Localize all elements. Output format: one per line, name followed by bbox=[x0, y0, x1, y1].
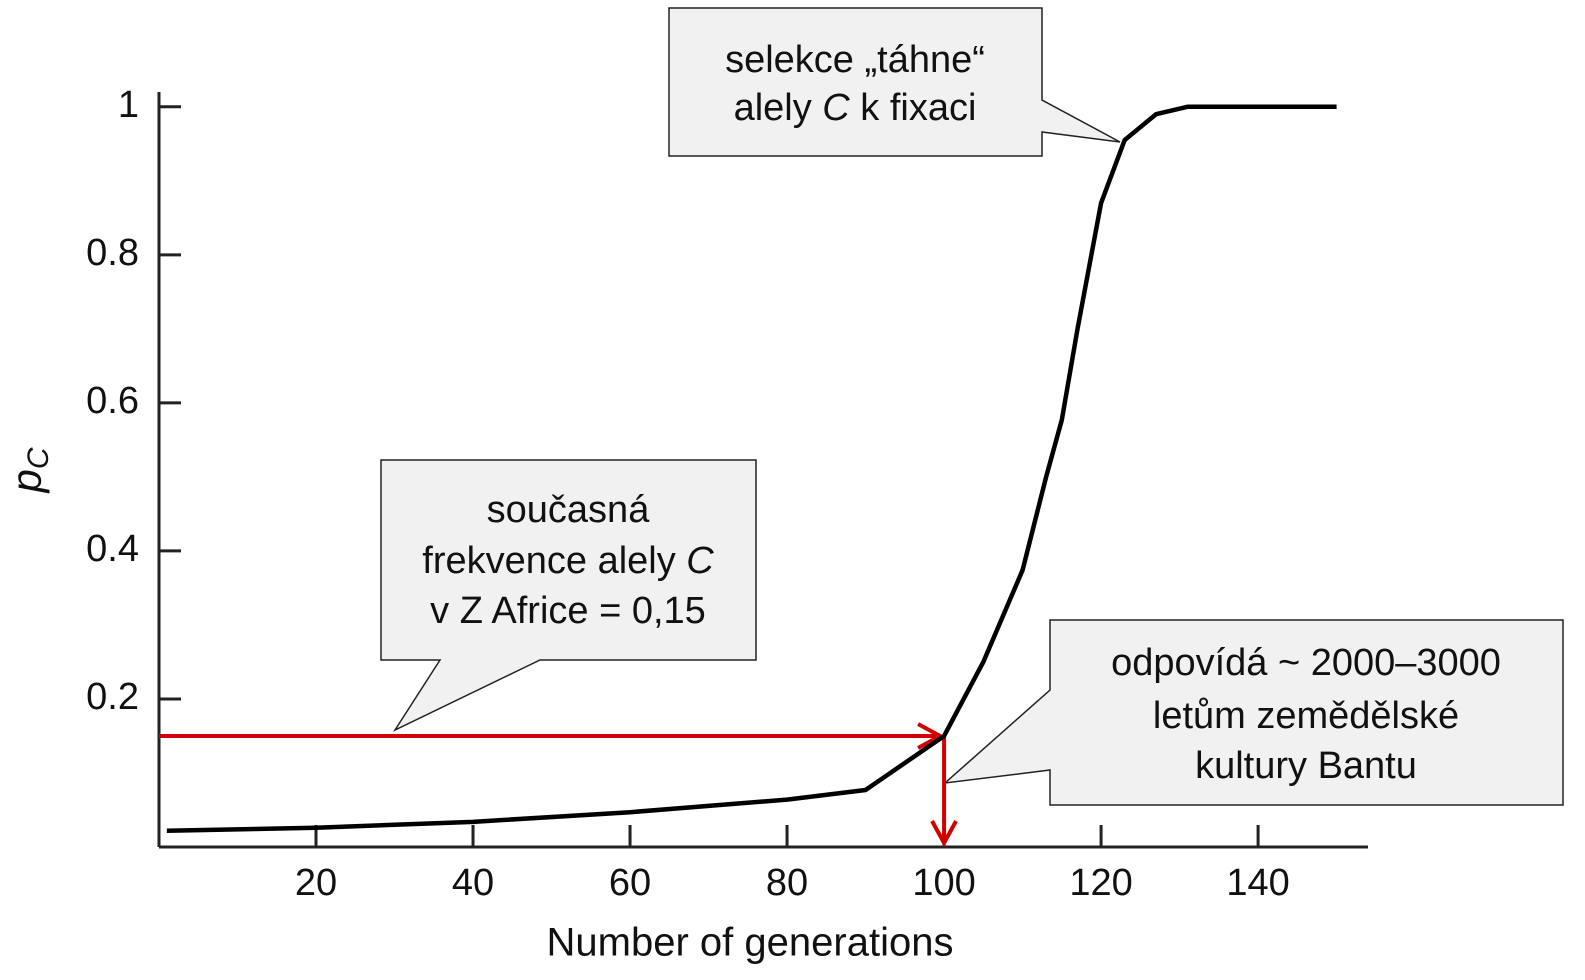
callout-segment: C bbox=[822, 87, 850, 129]
x-tick-label: 40 bbox=[452, 862, 494, 904]
arrow-head bbox=[917, 722, 945, 750]
x-tick-label: 120 bbox=[1069, 862, 1132, 904]
callout-segment: alely bbox=[734, 87, 823, 129]
callout-text: v Z Africe = 0,15 bbox=[430, 590, 706, 632]
callout-segment: současná bbox=[487, 489, 651, 531]
x-tick-label: 20 bbox=[295, 862, 337, 904]
callout-text: odpovídá ~ 2000–3000 bbox=[1111, 642, 1501, 684]
callout-box bbox=[380, 459, 757, 732]
y-tick-label: 0.4 bbox=[86, 528, 139, 570]
callout-text: alely C k fixaci bbox=[734, 87, 977, 129]
callout-segment: v Z Africe = 0,15 bbox=[430, 590, 706, 632]
callout-segment: letům zemědělské bbox=[1153, 695, 1459, 737]
callout-text: letům zemědělské bbox=[1153, 695, 1459, 737]
y-axis-title: pC bbox=[3, 447, 55, 494]
y-tick-label: 0.8 bbox=[86, 232, 139, 274]
callout-segment: C bbox=[686, 540, 714, 582]
x-tick-label: 80 bbox=[766, 862, 808, 904]
callout-box bbox=[668, 7, 1121, 157]
callout-segment: selekce „táhne“ bbox=[725, 39, 985, 81]
y-axis-title-sub: C bbox=[22, 447, 55, 469]
x-axis-title: Number of generations bbox=[547, 921, 954, 965]
x-tick-label: 140 bbox=[1226, 862, 1289, 904]
x-tick-label: 60 bbox=[609, 862, 651, 904]
curve bbox=[166, 104, 1337, 833]
callout-text: selekce „táhne“ bbox=[725, 39, 985, 81]
y-tick-label: 0.2 bbox=[86, 676, 139, 718]
callout-box bbox=[942, 619, 1564, 806]
callout-text: současná bbox=[487, 489, 651, 531]
y-axis-title-main: p bbox=[3, 469, 50, 494]
callout-segment: kultury Bantu bbox=[1195, 745, 1417, 787]
callout-segment: k fixaci bbox=[850, 87, 977, 129]
y-tick-label: 1 bbox=[118, 84, 139, 126]
callout-segment: odpovídá ~ 2000–3000 bbox=[1111, 642, 1501, 684]
callout-text: kultury Bantu bbox=[1195, 745, 1417, 787]
x-tick-label: 100 bbox=[912, 862, 975, 904]
y-tick-label: 0.6 bbox=[86, 380, 139, 422]
callout-segment: frekvence alely bbox=[422, 540, 686, 582]
arrow-head bbox=[930, 820, 958, 848]
callout-text: frekvence alely C bbox=[422, 540, 714, 582]
